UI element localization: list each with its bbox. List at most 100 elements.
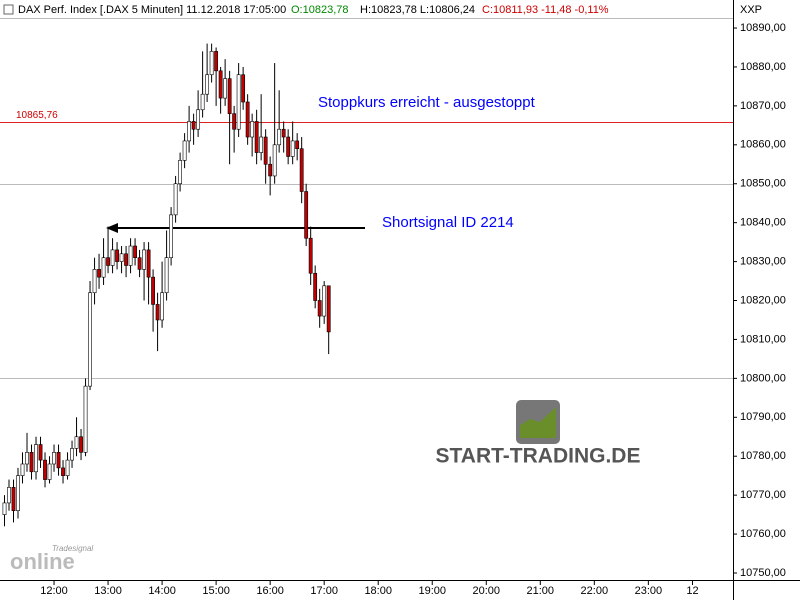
- y-tick-label: 10830,00: [740, 255, 786, 267]
- candle-body: [205, 74, 210, 95]
- candle-body: [38, 444, 43, 461]
- axis-label: XXP: [740, 4, 762, 16]
- y-tick-label: 10750,00: [740, 567, 786, 579]
- x-tick-label: 15:00: [202, 585, 230, 597]
- candle-body: [25, 452, 29, 465]
- candle-body: [196, 109, 201, 130]
- candle-body: [65, 459, 70, 476]
- candle-body: [110, 249, 115, 266]
- candle-body: [290, 140, 295, 157]
- chart-title: DAX Perf. Index [.DAX 5 Minuten] 11.12.2…: [18, 4, 286, 16]
- candle-body: [250, 121, 255, 138]
- annotation: Shortsignal ID 2214: [382, 214, 514, 231]
- candle-body: [88, 292, 92, 387]
- header-open: O:10823,78: [291, 4, 349, 16]
- x-tick-label: 19:00: [418, 585, 446, 597]
- y-tick-label: 10800,00: [740, 372, 786, 384]
- candle-body: [178, 160, 182, 185]
- x-tick-label: 12: [686, 585, 698, 597]
- y-tick-label: 10860,00: [740, 139, 786, 151]
- candle-body: [2, 502, 7, 515]
- brand-small: Tradesignal: [52, 544, 93, 553]
- candle-body: [52, 452, 56, 465]
- watermark: START-TRADING.DE: [436, 445, 641, 468]
- candle-body: [236, 74, 241, 130]
- candle-body: [308, 237, 313, 274]
- candle-body: [119, 253, 124, 262]
- y-tick-label: 10820,00: [740, 294, 786, 306]
- header-high-low: H:10823,78 L:10806,24: [360, 4, 475, 16]
- candle-body: [299, 148, 304, 192]
- candle-body: [254, 121, 259, 153]
- candle-body: [20, 463, 25, 476]
- y-tick-label: 10760,00: [740, 528, 786, 540]
- x-tick-label: 20:00: [472, 585, 500, 597]
- candle-body: [142, 249, 146, 270]
- candle-body: [137, 257, 142, 270]
- candle-body: [272, 144, 277, 177]
- x-tick-label: 22:00: [581, 585, 609, 597]
- arrow-head: [106, 223, 118, 233]
- y-tick-label: 10770,00: [740, 489, 786, 501]
- candle-body: [322, 285, 327, 317]
- header-icon: [3, 4, 14, 15]
- candle-body: [16, 475, 20, 512]
- candle-body: [124, 253, 128, 266]
- candle-body: [281, 128, 286, 138]
- y-tick-label: 10850,00: [740, 178, 786, 190]
- candle-body: [263, 136, 268, 165]
- candle-body: [259, 136, 264, 153]
- candle-body: [92, 269, 97, 294]
- x-tick-label: 16:00: [256, 585, 284, 597]
- x-tick-label: 12:00: [40, 585, 68, 597]
- candle-body: [34, 444, 38, 473]
- candle-body: [218, 70, 223, 99]
- candle-body: [313, 272, 318, 301]
- stop-label: 10865,76: [16, 110, 58, 121]
- y-tick-label: 10780,00: [740, 450, 786, 462]
- candle-body: [61, 467, 65, 476]
- x-tick-label: 21:00: [527, 585, 555, 597]
- logo: START-TRADING.DE: [436, 400, 641, 468]
- candle-body: [173, 183, 178, 216]
- candle-body: [295, 140, 300, 149]
- candle-body: [164, 257, 169, 294]
- candle-body: [286, 136, 291, 157]
- y-tick-label: 10870,00: [740, 100, 786, 112]
- candle-body: [47, 463, 52, 480]
- candle-body: [155, 304, 160, 321]
- y-tick-label: 10840,00: [740, 217, 786, 229]
- candle-body: [241, 74, 246, 103]
- candle-body: [106, 257, 110, 266]
- x-tick-label: 17:00: [310, 585, 338, 597]
- x-tick-label: 18:00: [364, 585, 392, 597]
- y-tick-label: 10890,00: [740, 22, 786, 34]
- candle-body: [43, 459, 47, 480]
- candle-body: [11, 487, 16, 512]
- candle-body: [227, 78, 232, 114]
- candle-body: [128, 245, 133, 266]
- logo-icon: [520, 407, 556, 438]
- candle-body: [70, 448, 74, 461]
- candle-body: [160, 292, 164, 321]
- candle-body: [29, 452, 34, 473]
- candle-body: [277, 128, 282, 146]
- candle-body: [200, 93, 205, 111]
- candle-body: [97, 269, 101, 278]
- candle-body: [101, 257, 106, 278]
- candle-body: [74, 436, 79, 449]
- candle-body: [268, 163, 273, 177]
- annotation: Stoppkurs erreicht - ausgestoppt: [318, 94, 536, 111]
- candle-body: [317, 300, 322, 317]
- header-close: C:10811,93 -11,48 -0,11%: [482, 4, 609, 16]
- y-tick-label: 10810,00: [740, 333, 786, 345]
- y-tick-label: 10790,00: [740, 411, 786, 423]
- candle-body: [214, 51, 219, 72]
- candle-body: [182, 140, 187, 161]
- x-tick-label: 13:00: [94, 585, 122, 597]
- candle-body: [223, 78, 228, 99]
- candle-body: [209, 51, 214, 76]
- candle-body: [133, 245, 137, 258]
- candle-body: [326, 285, 331, 333]
